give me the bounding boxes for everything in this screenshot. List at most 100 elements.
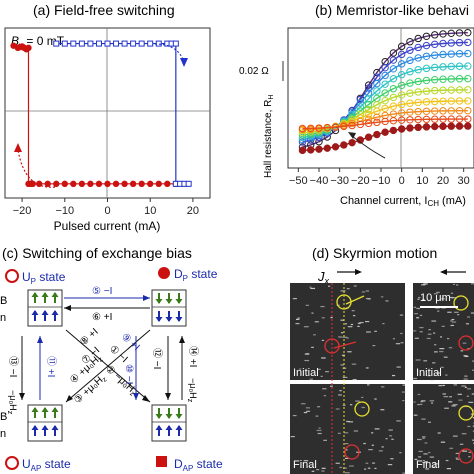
panel-b-point	[381, 71, 389, 80]
panel-b-point	[447, 50, 455, 58]
panel-a-point	[95, 40, 102, 47]
panel-b-point	[422, 123, 431, 131]
skyrmion-speck	[357, 325, 360, 327]
moment-arrow-head	[31, 292, 39, 297]
panel-b-point	[364, 100, 373, 109]
panel-b-frame	[287, 27, 474, 169]
panel-b-xlabel: Channel current, ICH (mA)	[340, 195, 466, 208]
panel-a-point	[138, 180, 145, 188]
panel-b-point	[422, 32, 431, 40]
panel-a-tick-label: −10	[55, 205, 74, 217]
skyrmion-speck	[305, 353, 310, 355]
panel-b-point	[364, 105, 373, 114]
arrow-10-label: ⑩ −I	[123, 364, 134, 384]
skyrmion-speck	[463, 378, 468, 380]
skyrmion-speck	[387, 464, 393, 466]
layer-label-b-bottom: B	[0, 411, 7, 423]
arrow-6-label: ⑥ +I	[92, 312, 112, 323]
skyrmion-speck	[419, 331, 423, 333]
dap-state-marker	[156, 456, 167, 467]
skyrmion-speck	[466, 395, 470, 397]
panel-b-point	[340, 122, 348, 131]
skyrmion-tracker-circle	[354, 401, 370, 417]
moment-arrow-head	[31, 425, 39, 430]
panel-b-point	[455, 107, 464, 115]
skyrmion-speck	[309, 286, 312, 288]
skyrmion-speck	[313, 334, 316, 336]
skyrmion-speck	[372, 462, 376, 464]
panel-b-point	[298, 129, 307, 137]
panel-a-point	[53, 180, 60, 188]
panel-b-point	[406, 46, 414, 54]
skyrmion-speck	[449, 296, 454, 299]
skyrmion-speck	[414, 458, 418, 461]
skyrmion-speck	[361, 406, 365, 409]
panel-a-x-ticks: −20 −10 0 10 20	[13, 198, 199, 217]
skyrmion-speck	[366, 331, 371, 333]
initial-label-left: Initial	[293, 367, 319, 379]
skyrmion-speck	[374, 330, 377, 332]
panel-b-x-ticks: −50 −40 −30 −20 −10 0 10 20 30	[289, 168, 470, 187]
skyrmion-speck	[357, 322, 361, 325]
skyrmion-speck	[459, 443, 464, 445]
moment-arrow-head	[41, 407, 49, 412]
dap-state-label: DAP state	[174, 457, 223, 473]
panel-b-point	[364, 133, 373, 141]
skyrmion-speck	[316, 469, 320, 471]
skyrmion-speck	[470, 283, 474, 285]
panel-b-point	[464, 49, 472, 58]
panel-a-point	[70, 180, 77, 188]
skyrmion-speck	[449, 447, 454, 449]
panel-c-title: (c) Switching of exchange bias	[2, 245, 192, 261]
moment-arrow-head	[31, 407, 39, 412]
skyrmion-speck	[330, 385, 333, 387]
moment-arrow-head	[31, 310, 39, 315]
skyrmion-speck	[468, 401, 474, 403]
panel-a-point	[44, 180, 51, 188]
panel-b-point	[431, 115, 439, 123]
panel-b-point	[431, 63, 439, 72]
panel-b-point	[373, 118, 381, 127]
panel-b-point	[439, 75, 447, 83]
skyrmion-speck	[424, 461, 428, 463]
motion-arrow-yellow	[345, 295, 365, 305]
panel-b-point	[381, 89, 389, 97]
skyrmion-speck	[402, 472, 406, 474]
skyrmion-speck	[348, 421, 354, 423]
panel-b-tick-label: −10	[372, 175, 391, 187]
arrow-13-label: ⑬ −I	[7, 356, 19, 377]
arrow-12-head	[165, 393, 171, 400]
current-label: Jx	[317, 269, 330, 286]
skyrmion-speck	[344, 443, 349, 445]
panel-b-point	[431, 122, 439, 131]
panel-a-frame	[4, 27, 211, 199]
panel-a-red-guide	[17, 149, 56, 188]
skyrmion-speck	[462, 342, 467, 344]
panel-b-point	[340, 141, 348, 149]
skyrmion-speck	[347, 326, 353, 328]
skyrmion-speck	[340, 332, 344, 334]
skyrmion-speck	[417, 296, 421, 299]
panel-b-tick-label: 30	[458, 175, 470, 187]
panel-b-point	[439, 30, 447, 38]
panel-b-point	[439, 63, 447, 71]
arrow-10-head	[133, 393, 139, 400]
skyrmion-speck	[342, 376, 348, 379]
panel-b-point	[307, 146, 315, 154]
skyrmion-speck	[303, 326, 309, 328]
skyrmion-speck	[445, 459, 449, 462]
panel-b-point	[389, 49, 398, 57]
panel-b-point	[397, 100, 406, 109]
panel-b-point	[431, 31, 439, 39]
panel-b-point	[356, 120, 365, 129]
skyrmion-speck	[371, 432, 374, 434]
panel-b-point	[422, 41, 431, 50]
skyrmion-speck	[428, 328, 431, 331]
panel-a-plot	[10, 40, 192, 188]
moment-arrow-head	[51, 407, 59, 412]
skyrmion-speck	[342, 404, 346, 406]
panel-b-point	[406, 38, 414, 46]
skyrmion-speck	[344, 472, 350, 474]
skyrmion-speck	[423, 360, 428, 362]
panel-b-point	[414, 54, 422, 62]
